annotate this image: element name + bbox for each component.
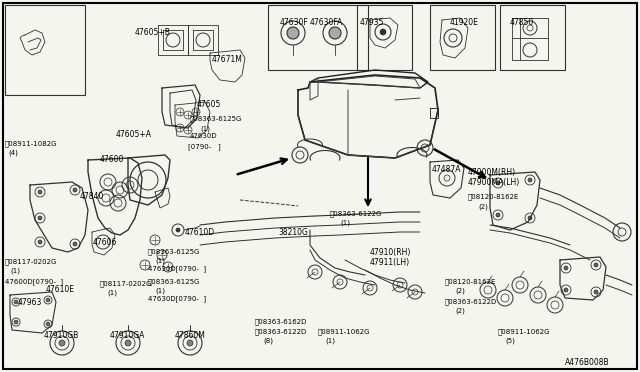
Text: 47630FA: 47630FA: [310, 18, 343, 27]
Text: 47850: 47850: [510, 18, 534, 27]
Circle shape: [287, 27, 299, 39]
Text: Ⓝ08363-6125G: Ⓝ08363-6125G: [190, 115, 243, 122]
Text: 47600: 47600: [100, 155, 124, 164]
Text: 47630D[0790-  ]: 47630D[0790- ]: [148, 265, 206, 272]
Text: 47963: 47963: [18, 298, 42, 307]
Text: 47910(RH): 47910(RH): [370, 248, 412, 257]
Circle shape: [59, 340, 65, 346]
Text: 47630F: 47630F: [280, 18, 308, 27]
Text: 41920E: 41920E: [450, 18, 479, 27]
Text: ⒲08120-8162E: ⒲08120-8162E: [445, 278, 497, 285]
Text: (8): (8): [263, 338, 273, 344]
Circle shape: [14, 300, 18, 304]
Text: Ⓝ08363-6122D: Ⓝ08363-6122D: [445, 298, 497, 305]
Text: 47900MA(LH): 47900MA(LH): [468, 178, 520, 187]
Text: (2): (2): [455, 308, 465, 314]
Text: (1): (1): [200, 125, 210, 131]
Text: Ⓝ08363-6162D: Ⓝ08363-6162D: [255, 318, 307, 325]
Text: 47630D[0790-  ]: 47630D[0790- ]: [148, 295, 206, 302]
Text: 47610E: 47610E: [46, 285, 75, 294]
Circle shape: [73, 242, 77, 246]
Text: 47860M: 47860M: [175, 331, 206, 340]
Circle shape: [73, 188, 77, 192]
Text: (1): (1): [155, 288, 165, 295]
Text: 47605+A: 47605+A: [116, 130, 152, 139]
Circle shape: [329, 27, 341, 39]
Circle shape: [564, 266, 568, 270]
Circle shape: [38, 240, 42, 244]
Text: 47910GB: 47910GB: [44, 331, 79, 340]
Circle shape: [594, 263, 598, 267]
Bar: [268, 5, 368, 70]
Circle shape: [14, 320, 18, 324]
Text: ⒲08120-8162E: ⒲08120-8162E: [468, 193, 520, 200]
Text: (1): (1): [340, 220, 350, 227]
Circle shape: [46, 322, 50, 326]
Circle shape: [380, 29, 386, 35]
Circle shape: [594, 290, 598, 294]
Bar: [500, 5, 565, 70]
Bar: [357, 5, 412, 70]
Text: ⓝ08911-1082G: ⓝ08911-1082G: [5, 140, 58, 147]
Circle shape: [528, 216, 532, 220]
Text: 47606: 47606: [93, 238, 117, 247]
Circle shape: [176, 228, 180, 232]
Text: 47487A: 47487A: [432, 165, 461, 174]
Circle shape: [187, 340, 193, 346]
Circle shape: [38, 216, 42, 220]
Text: (1): (1): [325, 338, 335, 344]
Circle shape: [528, 178, 532, 182]
Text: (5): (5): [505, 338, 515, 344]
Text: Ⓒ08117-0202G: Ⓒ08117-0202G: [5, 258, 58, 264]
Text: 47610D: 47610D: [185, 228, 215, 237]
Text: Ⓝ08363-6125G: Ⓝ08363-6125G: [148, 278, 200, 285]
Text: Ⓝ08363-6125G: Ⓝ08363-6125G: [148, 248, 200, 254]
Text: ⓝ08911-1062G: ⓝ08911-1062G: [318, 328, 371, 334]
Text: 47911(LH): 47911(LH): [370, 258, 410, 267]
Bar: [5, 5, 85, 95]
Text: Ⓒ08117-0202G: Ⓒ08117-0202G: [100, 280, 152, 286]
Text: 47910GA: 47910GA: [110, 331, 145, 340]
Circle shape: [496, 181, 500, 185]
Text: (1): (1): [107, 290, 117, 296]
Circle shape: [125, 340, 131, 346]
Text: 47671M: 47671M: [212, 55, 243, 64]
Bar: [430, 5, 495, 70]
Text: 47630D: 47630D: [190, 133, 218, 139]
Text: 47605+B: 47605+B: [135, 28, 171, 37]
Text: 47840: 47840: [80, 192, 104, 201]
Circle shape: [46, 298, 50, 302]
Text: 47900M(RH): 47900M(RH): [468, 168, 516, 177]
Text: (1): (1): [10, 268, 20, 275]
Text: Ⓝ08363-6122G: Ⓝ08363-6122G: [330, 210, 382, 217]
Text: 38210G: 38210G: [278, 228, 308, 237]
Text: (2): (2): [455, 288, 465, 295]
Text: [0790-   ]: [0790- ]: [188, 143, 221, 150]
Text: 47935: 47935: [360, 18, 385, 27]
Circle shape: [38, 190, 42, 194]
Circle shape: [496, 213, 500, 217]
Text: (4): (4): [8, 150, 18, 157]
Text: Ⓝ08363-6122D: Ⓝ08363-6122D: [255, 328, 307, 334]
Text: (1): (1): [155, 258, 165, 264]
Text: 47600D[0790-  ]: 47600D[0790- ]: [5, 278, 63, 285]
Text: (2): (2): [478, 203, 488, 209]
Text: 47605: 47605: [197, 100, 221, 109]
Text: ⓝ08911-1062G: ⓝ08911-1062G: [498, 328, 550, 334]
Circle shape: [564, 288, 568, 292]
Text: A476B008B: A476B008B: [565, 358, 610, 367]
